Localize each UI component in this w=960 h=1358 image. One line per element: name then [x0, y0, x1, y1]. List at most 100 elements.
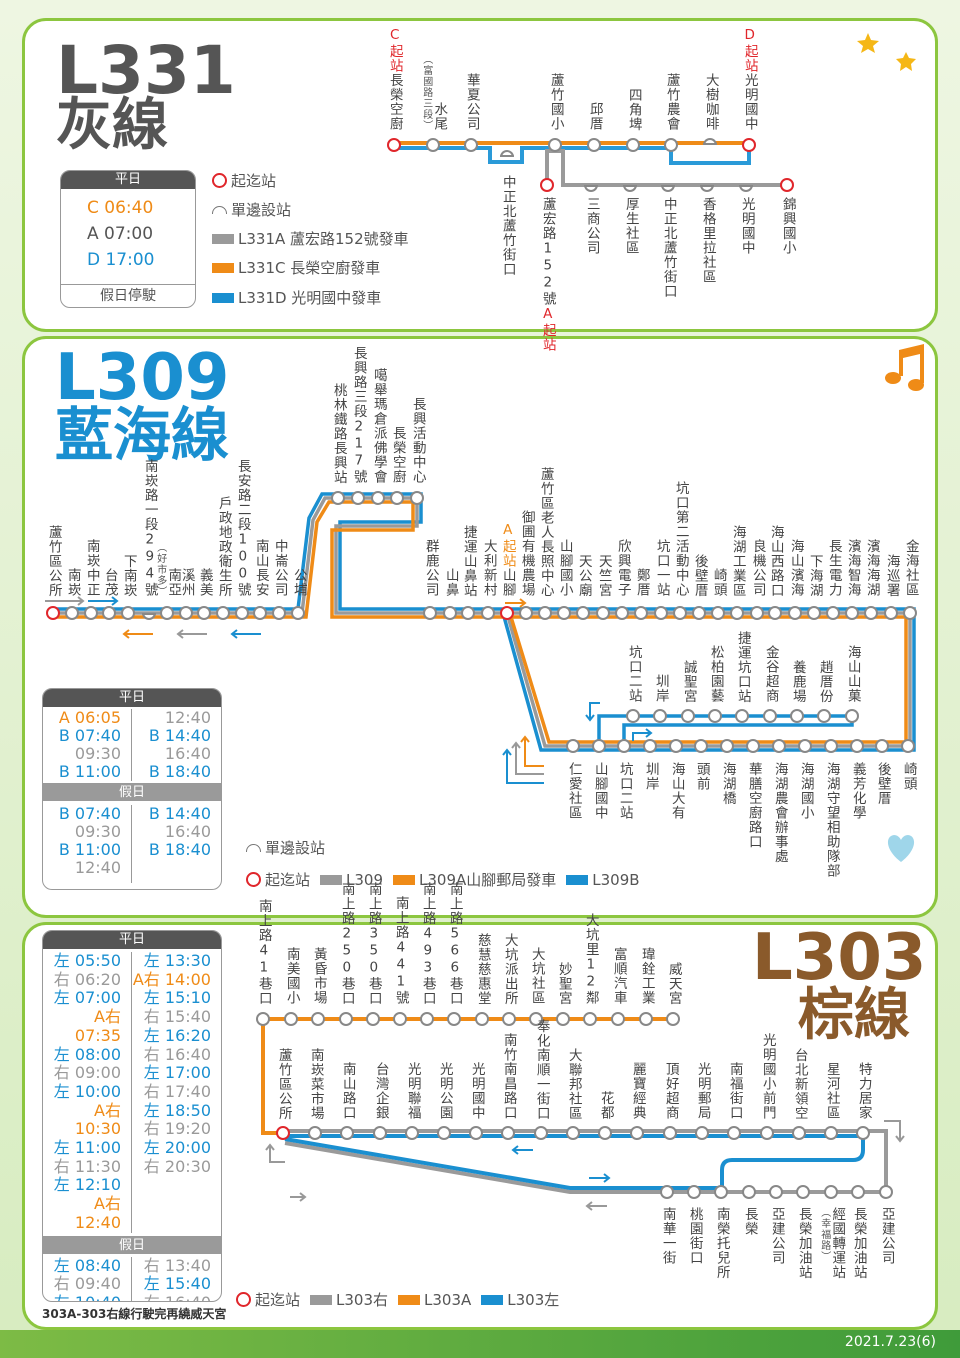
bus-stop[interactable]: [798, 739, 812, 753]
terminal-stop[interactable]: [500, 606, 514, 620]
bus-stop[interactable]: [807, 606, 821, 620]
bus-stop[interactable]: [824, 739, 838, 753]
bus-stop[interactable]: [519, 606, 533, 620]
one-side-stop[interactable]: [661, 185, 675, 192]
terminal-stop[interactable]: [46, 606, 60, 620]
bus-stop[interactable]: [481, 606, 495, 620]
bus-stop[interactable]: [879, 1185, 893, 1199]
bus-stop[interactable]: [253, 606, 267, 620]
bus-stop[interactable]: [615, 606, 629, 620]
bus-stop[interactable]: [845, 709, 859, 723]
bus-stop[interactable]: [626, 709, 640, 723]
bus-stop[interactable]: [469, 1126, 483, 1140]
bus-stop[interactable]: [626, 138, 640, 152]
bus-stop[interactable]: [788, 606, 802, 620]
bus-stop[interactable]: [410, 491, 424, 505]
bus-stop[interactable]: [373, 1126, 387, 1140]
bus-stop[interactable]: [769, 1185, 783, 1199]
bus-stop[interactable]: [790, 709, 804, 723]
bus-stop[interactable]: [875, 739, 889, 753]
one-side-stop[interactable]: [623, 185, 637, 192]
bus-stop[interactable]: [596, 606, 610, 620]
bus-stop[interactable]: [666, 1012, 680, 1026]
bus-stop[interactable]: [534, 1126, 548, 1140]
bus-stop[interactable]: [461, 606, 475, 620]
one-side-stop[interactable]: [500, 150, 514, 157]
bus-stop[interactable]: [727, 1126, 741, 1140]
bus-stop[interactable]: [695, 1126, 709, 1140]
terminal-stop[interactable]: [780, 178, 794, 192]
bus-stop[interactable]: [284, 1012, 298, 1026]
bus-stop[interactable]: [772, 739, 786, 753]
bus-stop[interactable]: [901, 739, 915, 753]
bus-stop[interactable]: [824, 1126, 838, 1140]
bus-stop[interactable]: [426, 138, 440, 152]
bus-stop[interactable]: [475, 1012, 489, 1026]
bus-stop[interactable]: [660, 1185, 674, 1199]
bus-stop[interactable]: [331, 491, 345, 505]
bus-stop[interactable]: [556, 1012, 570, 1026]
bus-stop[interactable]: [856, 1126, 870, 1140]
bus-stop[interactable]: [566, 1126, 580, 1140]
bus-stop[interactable]: [371, 491, 385, 505]
bus-stop[interactable]: [864, 606, 878, 620]
bus-stop[interactable]: [423, 606, 437, 620]
bus-stop[interactable]: [714, 1185, 728, 1199]
one-side-stop[interactable]: [703, 138, 717, 145]
bus-stop[interactable]: [464, 138, 478, 152]
bus-stop[interactable]: [235, 606, 249, 620]
bus-stop[interactable]: [708, 709, 722, 723]
bus-stop[interactable]: [587, 138, 601, 152]
bus-stop[interactable]: [291, 606, 305, 620]
bus-stop[interactable]: [664, 138, 678, 152]
bus-stop[interactable]: [742, 1185, 756, 1199]
one-side-stop[interactable]: [700, 185, 714, 192]
bus-stop[interactable]: [216, 606, 230, 620]
bus-stop[interactable]: [339, 1012, 353, 1026]
bus-stop[interactable]: [673, 606, 687, 620]
terminal-stop[interactable]: [276, 1126, 290, 1140]
bus-stop[interactable]: [501, 1126, 515, 1140]
bus-stop[interactable]: [792, 1126, 806, 1140]
bus-stop[interactable]: [634, 606, 648, 620]
bus-stop[interactable]: [639, 1012, 653, 1026]
bus-stop[interactable]: [851, 1185, 865, 1199]
bus-stop[interactable]: [272, 606, 286, 620]
bus-stop[interactable]: [420, 1012, 434, 1026]
bus-stop[interactable]: [311, 1012, 325, 1026]
bus-stop[interactable]: [557, 606, 571, 620]
one-side-stop[interactable]: [584, 185, 598, 192]
bus-stop[interactable]: [730, 606, 744, 620]
bus-stop[interactable]: [653, 709, 667, 723]
bus-stop[interactable]: [760, 1126, 774, 1140]
bus-stop[interactable]: [340, 1126, 354, 1140]
bus-stop[interactable]: [720, 739, 734, 753]
bus-stop[interactable]: [592, 739, 606, 753]
bus-stop[interactable]: [796, 1185, 810, 1199]
bus-stop[interactable]: [447, 1012, 461, 1026]
bus-stop[interactable]: [746, 739, 760, 753]
bus-stop[interactable]: [405, 1126, 419, 1140]
bus-stop[interactable]: [102, 606, 116, 620]
bus-stop[interactable]: [735, 709, 749, 723]
bus-stop[interactable]: [694, 739, 708, 753]
bus-stop[interactable]: [711, 606, 725, 620]
bus-stop[interactable]: [443, 606, 457, 620]
terminal-stop[interactable]: [540, 178, 554, 192]
bus-stop[interactable]: [768, 606, 782, 620]
bus-stop[interactable]: [197, 606, 211, 620]
bus-stop[interactable]: [121, 606, 135, 620]
bus-stop[interactable]: [548, 138, 562, 152]
terminal-stop[interactable]: [742, 138, 756, 152]
bus-stop[interactable]: [351, 491, 365, 505]
bus-stop[interactable]: [65, 606, 79, 620]
bus-stop[interactable]: [663, 1126, 677, 1140]
bus-stop[interactable]: [687, 1185, 701, 1199]
bus-stop[interactable]: [84, 606, 98, 620]
bus-stop[interactable]: [256, 1012, 270, 1026]
bus-stop[interactable]: [502, 1012, 516, 1026]
bus-stop[interactable]: [692, 606, 706, 620]
bus-stop[interactable]: [681, 709, 695, 723]
bus-stop[interactable]: [529, 1012, 543, 1026]
bus-stop[interactable]: [643, 739, 657, 753]
